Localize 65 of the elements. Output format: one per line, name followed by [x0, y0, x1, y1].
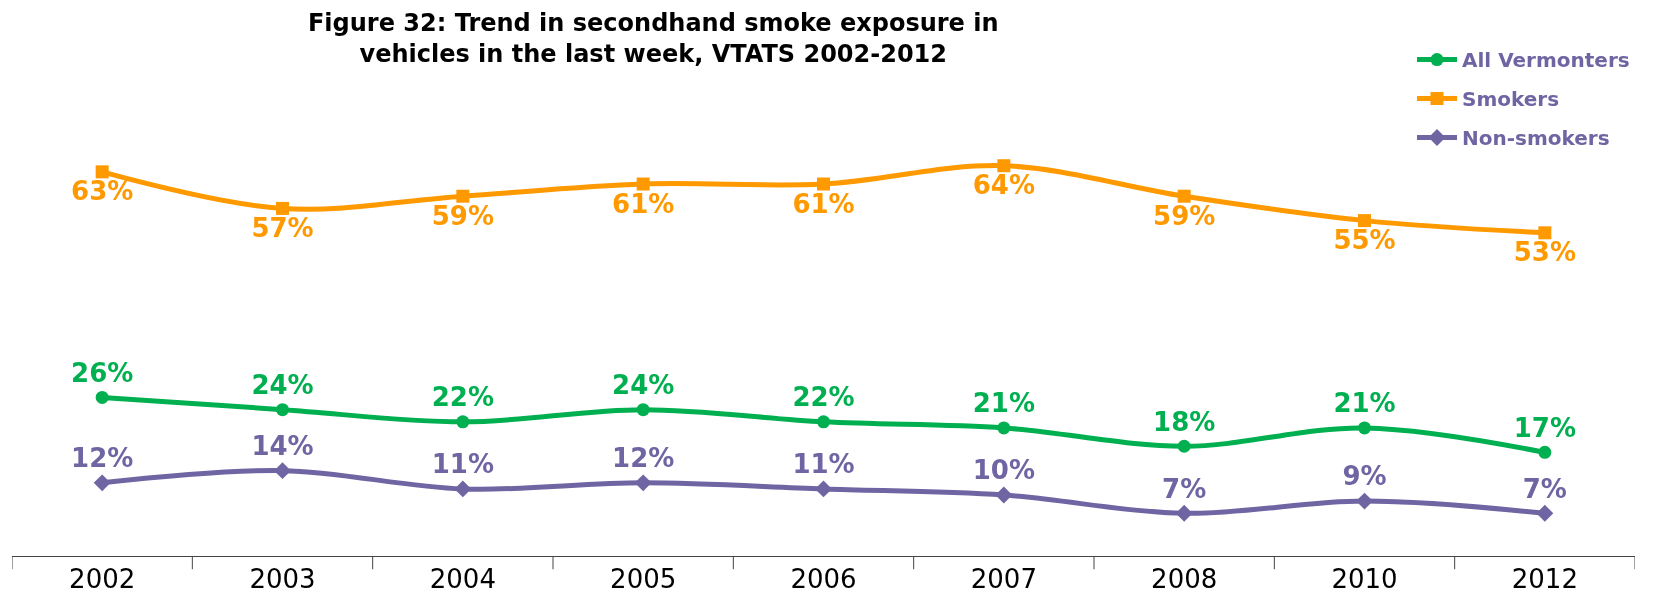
- data-label: 18%: [1153, 406, 1216, 437]
- data-label: 21%: [1333, 388, 1396, 419]
- data-label: 61%: [792, 188, 855, 219]
- x-tick-label: 2004: [429, 564, 496, 595]
- legend-label: Non-smokers: [1462, 126, 1610, 151]
- point: [95, 390, 109, 404]
- data-label: 7%: [1162, 473, 1207, 504]
- point: [1175, 504, 1193, 522]
- x-tick-label: 2008: [1151, 564, 1218, 595]
- chart-title: Figure 32: Trend in secondhand smoke exposure in vehicles in the last week, VTATS 2002-2012: [307, 8, 999, 68]
- point: [456, 189, 470, 203]
- data-label: 21%: [972, 388, 1035, 419]
- point: [636, 403, 650, 417]
- data-label: 11%: [792, 449, 855, 480]
- data-label: 55%: [1333, 225, 1396, 256]
- data-label: 53%: [1513, 237, 1576, 268]
- point: [1538, 445, 1552, 459]
- point: [274, 462, 291, 480]
- data-label: 14%: [251, 431, 314, 462]
- data-label: 9%: [1342, 461, 1387, 492]
- data-label: 12%: [71, 443, 134, 474]
- point: [997, 159, 1011, 173]
- point: [456, 415, 470, 429]
- x-tick-label: 2010: [1331, 564, 1398, 595]
- point: [817, 415, 830, 429]
- data-label: 59%: [1153, 200, 1216, 231]
- point: [634, 474, 652, 492]
- point: [817, 177, 830, 191]
- point: [1177, 189, 1191, 203]
- x-tick-label: 2007: [970, 564, 1037, 595]
- data-label: 57%: [251, 213, 314, 244]
- x-tick-label: 2012: [1511, 564, 1578, 595]
- x-tick-label: 2005: [610, 564, 677, 595]
- data-label: 24%: [251, 370, 314, 401]
- data-label: 22%: [792, 382, 855, 413]
- data-label: 7%: [1522, 473, 1567, 504]
- data-label: 12%: [612, 443, 675, 474]
- data-label: 59%: [431, 200, 494, 231]
- point: [1358, 421, 1371, 435]
- x-tick-label: 2002: [69, 564, 136, 595]
- point: [815, 480, 832, 498]
- point: [1538, 226, 1552, 240]
- x-tick-label: 2006: [790, 564, 857, 595]
- point: [276, 403, 289, 417]
- point: [93, 474, 111, 492]
- point: [997, 421, 1011, 435]
- point: [1358, 214, 1371, 228]
- point: [1536, 504, 1554, 522]
- data-label: 17%: [1513, 412, 1576, 443]
- data-label: 24%: [612, 370, 675, 401]
- data-label: 26%: [71, 357, 134, 388]
- data-label: 22%: [431, 382, 494, 413]
- data-label: 10%: [972, 455, 1035, 486]
- data-label: 11%: [431, 449, 494, 480]
- data-label: 64%: [972, 170, 1035, 201]
- point: [1356, 492, 1373, 510]
- point: [1177, 439, 1191, 453]
- legend-label: Smokers: [1462, 87, 1560, 112]
- point: [636, 177, 650, 191]
- legend-label: All Vermonters: [1462, 48, 1630, 73]
- point: [95, 165, 109, 179]
- point: [276, 201, 289, 215]
- x-tick-label: 2003: [249, 564, 316, 595]
- data-label: 61%: [612, 188, 675, 219]
- data-label: 63%: [71, 176, 134, 207]
